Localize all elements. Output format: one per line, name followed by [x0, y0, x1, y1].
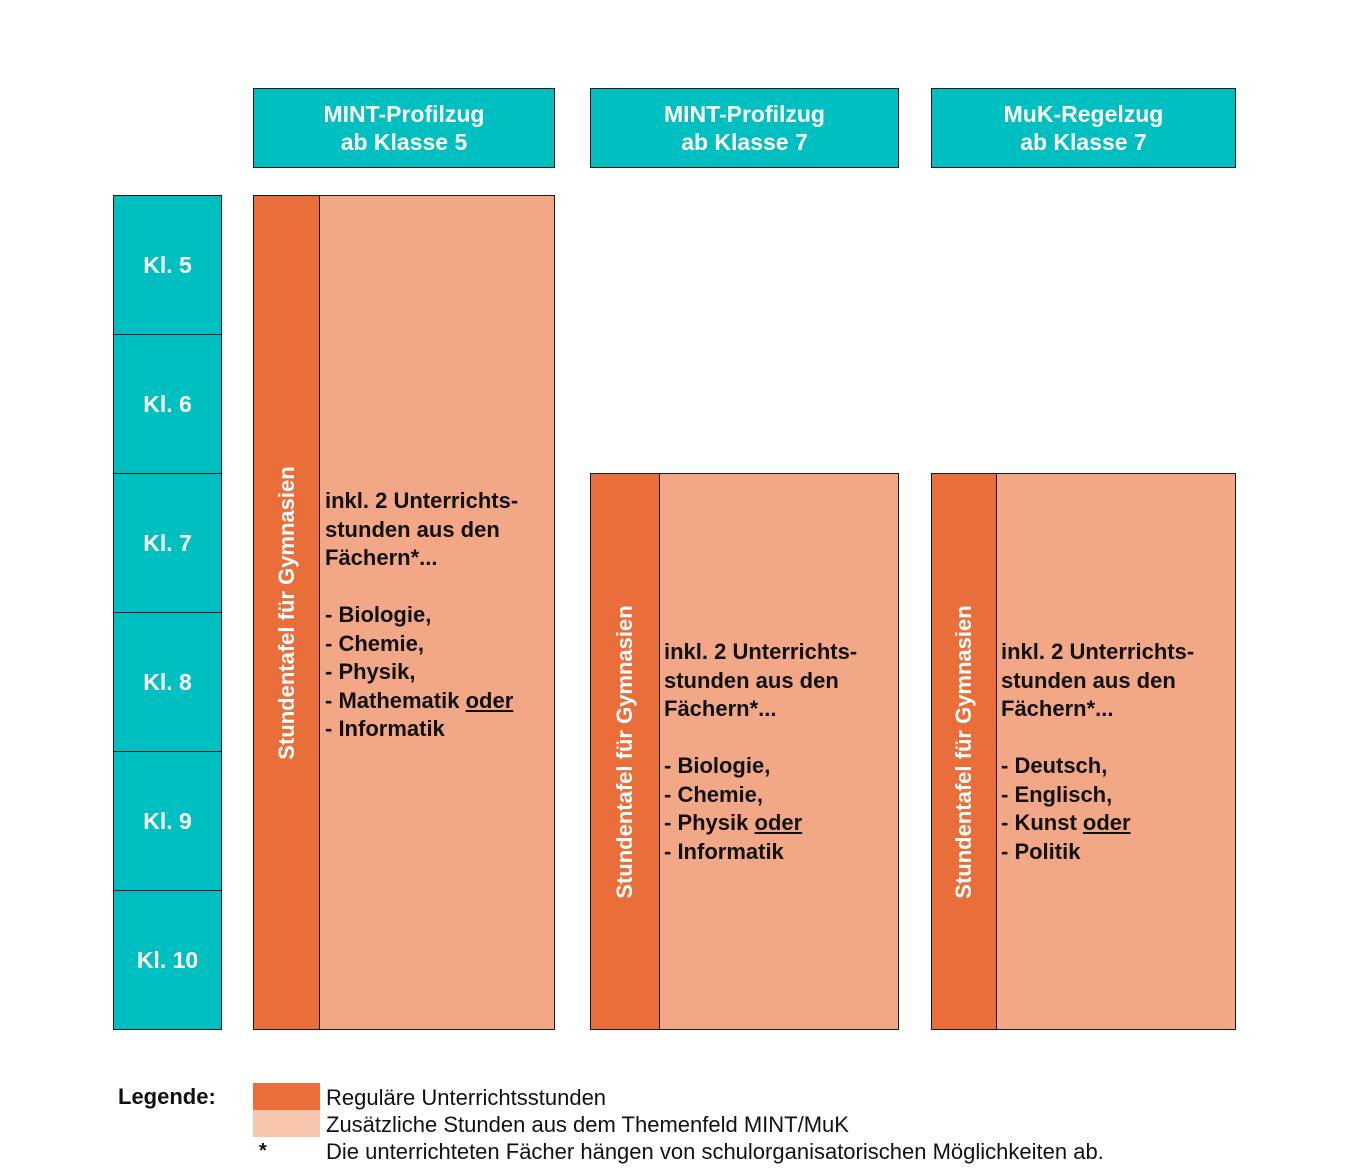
legend-note: Die unterrichteten Fächer hängen von sch…: [326, 1139, 1104, 1164]
subject-item-with-or: - Physik oder: [664, 809, 857, 838]
header-mint-ab-7: MINT-Profilzug ab Klasse 7: [590, 88, 899, 168]
subject-item: - Informatik: [664, 838, 784, 864]
intro-line: inkl. 2 Unterrichts-: [1001, 639, 1195, 664]
header-title-line2: ab Klasse 7: [681, 129, 808, 155]
intro-line: Fächern*...: [325, 545, 438, 570]
subject-item-with-or: - Mathematik oder: [325, 687, 518, 716]
header-title-line1: MINT-Profilzug: [323, 101, 485, 127]
subject-item: - Englisch,: [1001, 781, 1113, 807]
regular-hours-label: Stundentafel für Gymnasien: [612, 604, 637, 899]
additional-hours-block: inkl. 2 Unterrichts- stunden aus den Fäc…: [660, 473, 899, 1030]
header-title-line1: MuK-Regelzug: [1003, 101, 1164, 127]
subject-item: - Physik: [664, 810, 749, 835]
header-title-line1: MINT-Profilzug: [664, 101, 825, 127]
grade-cell-6: Kl. 6: [113, 334, 222, 474]
subject-description: inkl. 2 Unterrichts- stunden aus den Fäc…: [664, 638, 857, 866]
legend-swatch-additional: [253, 1110, 320, 1137]
regular-hours-bar: Stundentafel für Gymnasien: [590, 473, 660, 1030]
header-muk-ab-7: MuK-Regelzug ab Klasse 7: [931, 88, 1236, 168]
grade-cell-9: Kl. 9: [113, 751, 222, 891]
regular-hours-label: Stundentafel für Gymnasien: [951, 604, 976, 899]
legend-swatch-regular: [253, 1083, 320, 1110]
subject-description: inkl. 2 Unterrichts- stunden aus den Fäc…: [325, 487, 518, 744]
subject-item: - Kunst: [1001, 810, 1077, 835]
grade-cell-10: Kl. 10: [113, 890, 222, 1030]
legend-label-additional: Zusätzliche Stunden aus dem Themenfeld M…: [326, 1112, 849, 1137]
intro-line: inkl. 2 Unterrichts-: [325, 488, 519, 513]
intro-line: Fächern*...: [664, 696, 777, 721]
regular-hours-label: Stundentafel für Gymnasien: [273, 465, 299, 760]
subject-item: - Mathematik: [325, 687, 460, 713]
legend-label-regular: Reguläre Unterrichtsstunden: [326, 1085, 607, 1110]
subject-item: - Biologie,: [325, 602, 432, 627]
intro-line: stunden aus den: [325, 516, 500, 542]
additional-hours-block: inkl. 2 Unterrichts- stunden aus den Fäc…: [997, 473, 1236, 1030]
or-word: oder: [465, 687, 514, 713]
subject-description: inkl. 2 Unterrichts- stunden aus den Fäc…: [1001, 638, 1194, 866]
subject-item: - Politik: [1001, 838, 1081, 864]
subject-item-with-or: - Kunst oder: [1001, 809, 1194, 838]
header-title-line2: ab Klasse 5: [340, 129, 468, 155]
intro-line: Fächern*...: [1001, 696, 1114, 721]
subject-item: - Chemie,: [664, 781, 764, 807]
grade-cell-5: Kl. 5: [113, 195, 222, 335]
regular-hours-bar: Stundentafel für Gymnasien: [931, 473, 997, 1030]
intro-line: stunden aus den: [1001, 667, 1176, 693]
or-word: oder: [1082, 810, 1131, 835]
intro-line: stunden aus den: [664, 667, 839, 693]
legend-asterisk: *: [259, 1140, 267, 1162]
header-title-line2: ab Klasse 7: [1020, 129, 1147, 155]
subject-item: - Deutsch,: [1001, 753, 1108, 778]
grade-cell-7: Kl. 7: [113, 473, 222, 613]
subject-item: - Biologie,: [664, 753, 771, 778]
subject-item: - Informatik: [325, 716, 445, 741]
or-word: oder: [754, 810, 803, 835]
subject-item: - Physik,: [325, 659, 416, 684]
header-mint-ab-5: MINT-Profilzug ab Klasse 5: [253, 88, 555, 168]
additional-hours-block: inkl. 2 Unterrichts- stunden aus den Fäc…: [320, 195, 555, 1030]
legend-title: Legende:: [118, 1084, 216, 1109]
regular-hours-bar: Stundentafel für Gymnasien: [253, 195, 320, 1030]
intro-line: inkl. 2 Unterrichts-: [664, 639, 858, 664]
subject-item: - Chemie,: [325, 630, 425, 656]
grade-cell-8: Kl. 8: [113, 612, 222, 752]
